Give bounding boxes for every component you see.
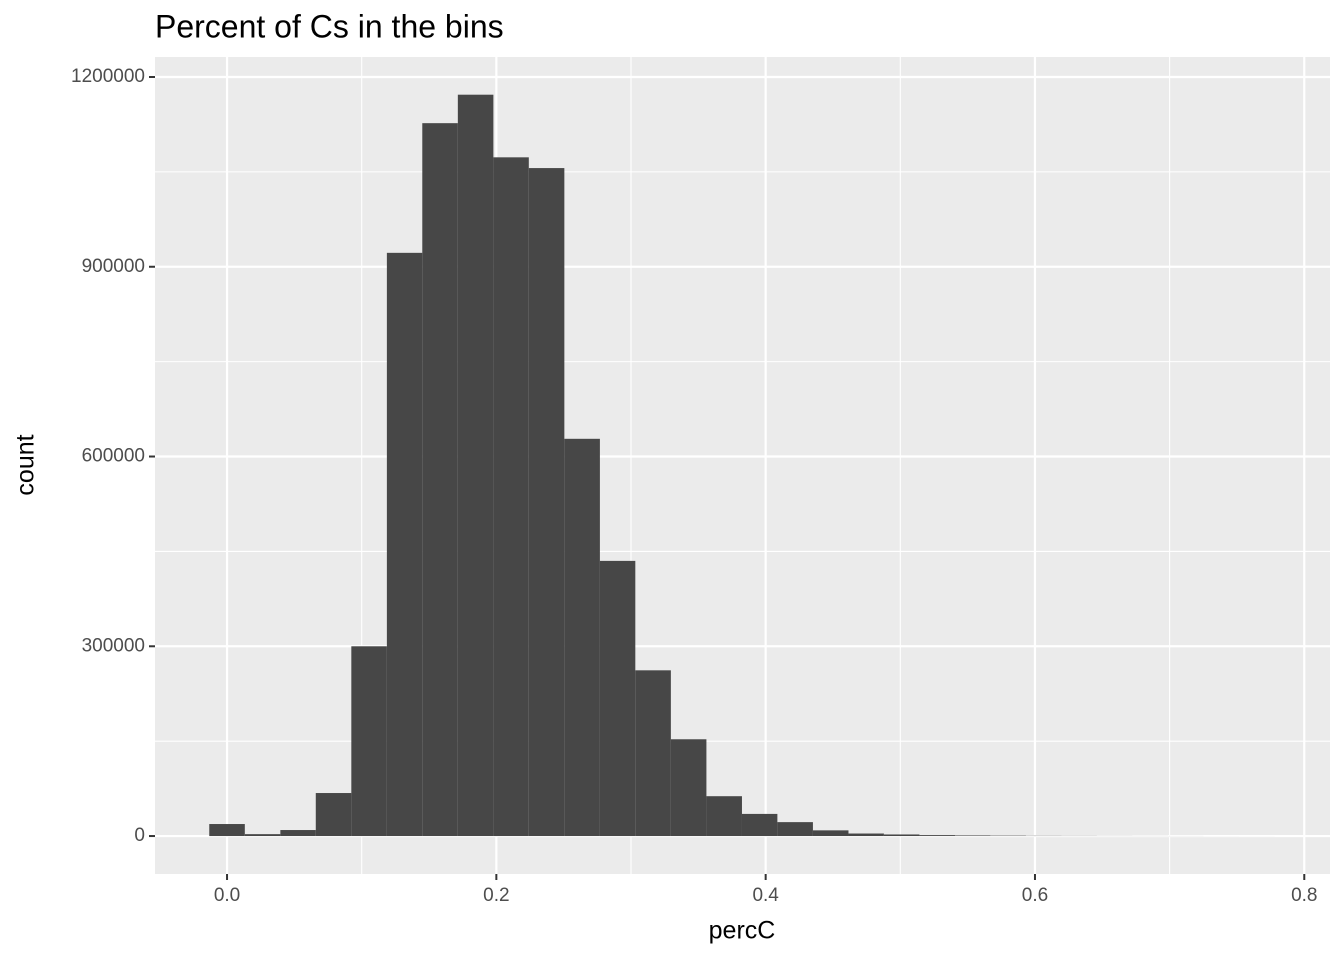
x-tick-label: 0.0 [214,885,240,906]
y-tick-label: 0 [134,825,145,846]
bar [635,670,671,837]
x-tick-label: 0.6 [1022,885,1048,906]
bar [670,739,707,837]
bar [741,813,778,837]
bar [954,835,991,837]
bar [599,560,636,837]
panel [155,57,1330,874]
bar [386,252,423,837]
x-tick-label: 0.2 [483,885,509,906]
bar [848,833,884,837]
grid [155,57,1330,874]
y-tick-label: 1200000 [71,66,145,87]
bar [351,646,387,837]
bar [883,834,920,837]
x-tick-label: 0.4 [752,885,779,906]
bar [493,157,529,837]
y-tick-label: 300000 [82,635,145,656]
bar [280,830,316,837]
bar [457,94,494,837]
bar [315,793,352,837]
bar [209,824,245,837]
bar [528,168,565,837]
y-tick-label: 600000 [82,446,145,467]
bar [777,822,813,837]
bar [422,123,458,837]
axes: 0 300000 600000 900000 1200000 0.0 0.2 0.4 0.6 0.… [71,66,1317,906]
x-tick-label: 0.8 [1291,885,1317,906]
chart-title: Percent of Cs in the bins [155,8,504,44]
bars [209,94,1275,837]
y-axis-label: count [12,434,40,495]
bar [564,438,600,837]
bar [244,834,281,837]
y-tick-label: 900000 [82,256,145,277]
bar [812,830,849,837]
bar [919,835,955,837]
bar [706,796,742,837]
x-axis-label: percC [709,917,776,945]
